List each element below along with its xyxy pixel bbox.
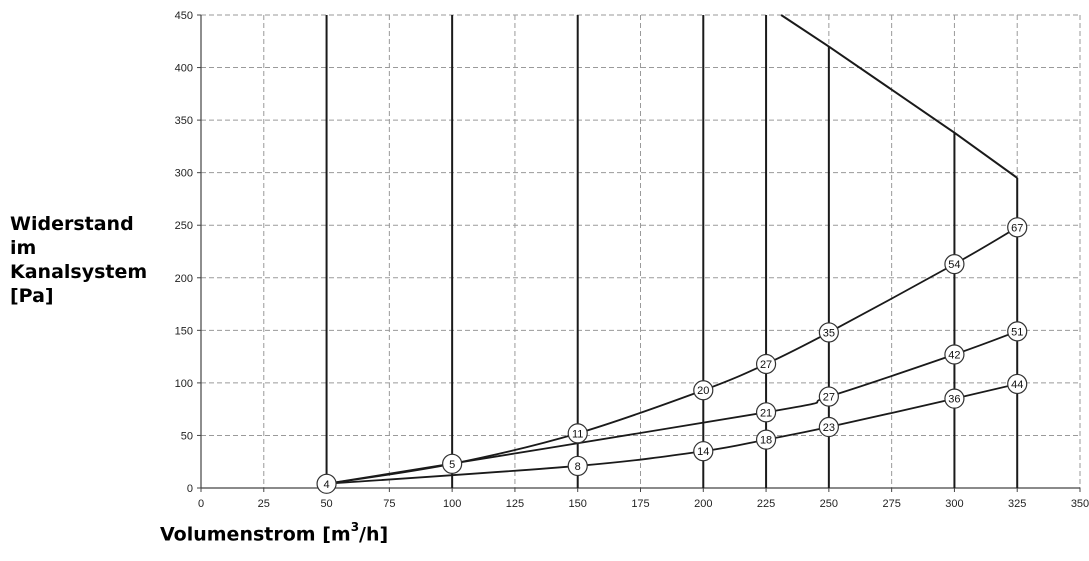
data-point-marker [1007,321,1028,342]
data-point-label: 4 [324,479,330,491]
y-tick-label: 0 [187,483,193,495]
data-point-marker [818,322,839,343]
data-point-label: 8 [575,461,581,473]
data-point-marker [944,254,965,275]
x-tick-label: 300 [945,498,963,510]
y-tick-label: 50 [181,430,193,442]
data-point-label: 44 [1011,379,1023,391]
data-point-label: 14 [697,446,709,458]
data-point-marker [1007,373,1028,395]
x-tick-label: 125 [506,498,524,510]
data-point-label: 42 [948,350,960,362]
limit-curve-line [780,14,1018,179]
y-axis-label-line: im [10,237,37,259]
data-point-label: 23 [823,422,835,434]
y-tick-label: 200 [175,273,193,285]
series-line [326,226,1018,485]
data-point-label: 5 [449,459,455,471]
y-axis-label-line: [Pa] [10,285,54,307]
data-point-label: 11 [572,428,583,440]
y-tick-label: 100 [175,378,193,390]
data-point-marker [944,344,965,365]
data-point-marker [1007,217,1028,238]
data-point-marker [567,423,588,444]
data-point-marker [567,455,588,477]
y-tick-label: 250 [175,220,193,232]
data-point-label: 20 [697,385,709,397]
data-point-label: 51 [1011,326,1023,338]
data-point-label: 27 [823,392,835,404]
data-point-marker [316,473,337,494]
x-axis-label-suffix: /h] [359,523,389,546]
x-tick-label: 250 [820,498,838,510]
y-axis-label-line: Kanalsystem [10,261,148,283]
data-point-marker [693,380,714,401]
y-tick-label: 400 [175,63,193,75]
y-tick-label: 300 [175,168,193,180]
x-tick-label: 225 [757,498,775,510]
data-point-label: 67 [1011,222,1023,234]
data-point-marker [818,416,839,438]
data-point-label: 36 [948,394,960,406]
x-tick-label: 350 [1071,498,1089,510]
x-axis-label: Volumenstrom [m3/h] [160,520,389,546]
x-axis-label-superscript: 3 [350,520,360,534]
data-point-marker [755,402,777,423]
x-tick-label: 75 [383,498,395,510]
data-point-marker [944,388,965,409]
x-tick-label: 100 [443,498,461,510]
x-tick-label: 50 [320,498,332,510]
y-tick-label: 150 [175,325,193,337]
data-point-marker [755,429,777,450]
data-point-marker [818,386,839,407]
series-line [326,383,1018,485]
y-axis-label: Widerstand im Kanalsystem [Pa] [10,212,160,308]
y-tick-label: 450 [175,10,193,22]
x-axis-label-prefix: Volumenstrom [m [160,523,351,546]
data-point-label: 27 [760,359,772,371]
data-point-marker [755,353,777,375]
data-point-label: 21 [760,407,772,419]
data-point-marker [442,453,463,474]
data-point-label: 54 [948,259,960,271]
x-tick-label: 25 [258,498,270,510]
x-tick-label: 150 [569,498,587,510]
x-tick-label: 325 [1008,498,1026,510]
x-tick-label: 275 [882,498,900,510]
y-tick-label: 350 [175,115,193,127]
y-axis-label-line: Widerstand [10,213,134,235]
x-tick-label: 0 [198,498,204,510]
x-tick-label: 200 [694,498,712,510]
data-point-label: 18 [760,435,772,447]
data-point-label: 35 [823,327,835,339]
x-tick-label: 175 [631,498,649,510]
data-point-marker [693,441,714,462]
